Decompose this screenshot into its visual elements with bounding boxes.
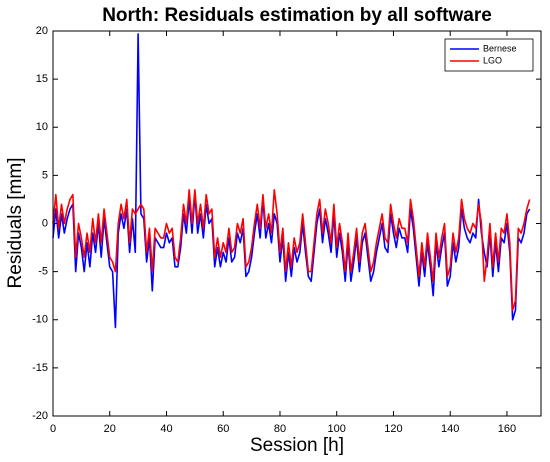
y-tick-label: -20 bbox=[32, 410, 48, 422]
legend-box bbox=[444, 38, 534, 72]
y-tick-label: 20 bbox=[36, 25, 48, 37]
x-axis-label: Session [h] bbox=[250, 435, 344, 456]
legend-label: LGO bbox=[483, 55, 502, 65]
y-tick-label: -10 bbox=[32, 314, 48, 326]
y-tick-label: 15 bbox=[36, 73, 48, 85]
legend-label: Bernese bbox=[483, 43, 517, 53]
data-line bbox=[52, 189, 531, 311]
y-tick-label: 10 bbox=[36, 121, 48, 133]
y-tick-label: -15 bbox=[32, 362, 48, 374]
x-tick-label: 40 bbox=[160, 423, 172, 435]
y-tick-label: 0 bbox=[42, 217, 48, 229]
x-tick-label: 0 bbox=[50, 423, 56, 435]
x-tick-label: 160 bbox=[498, 423, 516, 435]
y-tick-label: 5 bbox=[42, 169, 48, 181]
plot-frame bbox=[52, 30, 542, 417]
x-tick-label: 140 bbox=[441, 423, 459, 435]
chart-title: North: Residuals estimation by all softw… bbox=[102, 5, 492, 26]
x-tick-label: 60 bbox=[217, 423, 229, 435]
y-tick-label: -5 bbox=[38, 266, 48, 278]
x-tick-label: 80 bbox=[274, 423, 286, 435]
y-axis-label: Residuals [mm] bbox=[5, 158, 26, 289]
data-line bbox=[52, 33, 531, 329]
x-tick-label: 20 bbox=[104, 423, 116, 435]
x-tick-label: 120 bbox=[384, 423, 402, 435]
x-tick-label: 100 bbox=[328, 423, 346, 435]
